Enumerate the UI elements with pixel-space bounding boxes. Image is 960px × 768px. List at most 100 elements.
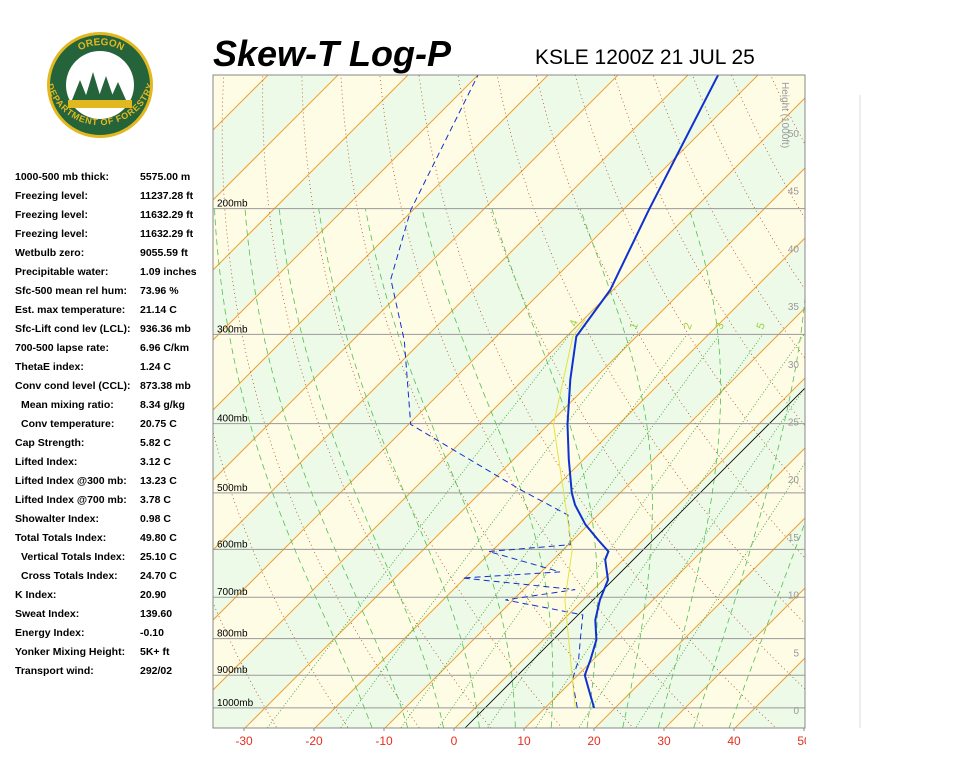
isotherm: [866, 50, 960, 737]
index-label: Wetbulb zero:: [15, 247, 84, 259]
pressure-label: 1000mb: [217, 698, 254, 709]
index-label: 700-500 lapse rate:: [15, 342, 109, 354]
isotherm: [213, 75, 619, 481]
moist-adiabat: [421, 208, 554, 728]
index-value: 20.90: [140, 589, 166, 601]
height-tick-label: 25: [788, 418, 800, 429]
index-label: Lifted Index @700 mb:: [15, 494, 127, 506]
mixing-ratio-label: 1: [628, 321, 641, 331]
height-tick-label: 20: [788, 475, 800, 486]
station: KSLE 1200Z 21 JUL 25: [535, 46, 755, 69]
height-tick-label: 45: [788, 187, 800, 198]
isotherm: [213, 75, 339, 201]
index-label: Precipitable water:: [15, 266, 108, 278]
x-tick-label: 20: [587, 734, 601, 748]
x-tick-label: -10: [375, 734, 393, 748]
logo-top: OREGON: [76, 37, 125, 53]
dry-adiabat: [457, 75, 805, 690]
isotherm: [384, 307, 805, 728]
index-value: 11237.28 ft: [140, 190, 194, 202]
height-tick-label: 50: [788, 129, 800, 140]
index-value: 49.80 C: [140, 532, 177, 544]
index-label: ThetaE index:: [15, 361, 84, 373]
index-label: Conv cond level (CCL):: [15, 380, 131, 392]
x-tick-label: 50: [797, 734, 811, 748]
dry-adiabat: [951, 50, 960, 737]
moist-adiabat: [214, 208, 373, 728]
index-value: 25.10 C: [140, 551, 177, 563]
isotherm: [213, 97, 805, 691]
isotherm: [454, 377, 805, 728]
moist-adiabat: [728, 521, 805, 728]
index-value: 11632.29 ft: [140, 228, 194, 240]
index-value: 9055.59 ft: [140, 247, 188, 259]
index-label: Cross Totals Index:: [21, 570, 118, 582]
isotherm: [213, 75, 549, 411]
x-tick-label: 40: [727, 734, 741, 748]
x-ticks: -30 -20 -10 0 10 20 30 40 50: [235, 728, 811, 748]
index-value: -0.10: [140, 627, 164, 639]
mixing-ratio-label: 5: [755, 321, 768, 331]
index-value: 6.96 C/km: [140, 342, 189, 354]
isotherm: [524, 447, 805, 728]
pressure-label: 700mb: [217, 587, 248, 598]
isotherm: [594, 517, 805, 728]
index-label: K Index:: [15, 589, 56, 601]
index-value: 8.34 g/kg: [140, 399, 185, 411]
dry-adiabat: [213, 430, 349, 728]
dry-adiabat: [798, 50, 960, 737]
index-label: Est. max temperature:: [15, 304, 125, 316]
title: Skew-T Log-P: [213, 33, 452, 74]
dry-adiabat: [912, 50, 960, 737]
index-label: Mean mixing ratio:: [21, 399, 114, 411]
index-value: 292/02: [140, 665, 172, 677]
index-value: 5575.00 m: [140, 171, 190, 183]
mixing-ratio-label: 2: [682, 321, 695, 331]
index-value: 11632.29 ft: [140, 209, 194, 221]
moist-adiabat: [491, 208, 598, 728]
index-value: 13.23 C: [140, 475, 177, 487]
moist-adiabat: [579, 208, 653, 728]
pressure-label: 300mb: [217, 324, 248, 335]
height-label: Height (1000ft): [779, 82, 790, 148]
logo: OREGON DEPARTMENT OF FORESTRY: [45, 32, 155, 138]
isotherm: [213, 75, 759, 621]
x-tick-label: -20: [305, 734, 323, 748]
index-value: 3.78 C: [140, 494, 171, 506]
zero-line: [464, 387, 805, 728]
index-value: 1.09 inches: [140, 266, 197, 278]
temp-band: [213, 98, 805, 728]
moist-adiabat: [693, 292, 805, 728]
index-label: Conv temperature:: [21, 418, 114, 430]
temp-band: [804, 727, 805, 728]
index-label: Sfc-Lift cond lev (LCL):: [15, 323, 131, 335]
mixing-ratio-line: [266, 334, 571, 728]
index-label: Yonker Mixing Height:: [15, 646, 125, 658]
index-label: Freezing level:: [15, 209, 88, 221]
index-label: Freezing level:: [15, 190, 88, 202]
moist-adiabat: [657, 208, 722, 728]
moist-adiabat: [318, 208, 480, 728]
dry-adiabat: [836, 50, 960, 737]
moist-adiabat: [278, 208, 445, 728]
x-tick-label: -30: [235, 734, 253, 748]
sounding-2: [552, 319, 586, 708]
pressure-label: 400mb: [217, 414, 248, 425]
pressure-label: 500mb: [217, 483, 248, 494]
sounding-0: [566, 75, 719, 709]
index-label: Lifted Index @300 mb:: [15, 475, 127, 487]
index-label: Sfc-500 mean rel hum:: [15, 285, 127, 297]
index-label: Freezing level:: [15, 228, 88, 240]
index-label: Energy Index:: [15, 627, 84, 639]
dry-adiabat: [379, 75, 706, 728]
height-tick-label: 15: [788, 533, 800, 544]
index-value: 1.24 C: [140, 361, 171, 373]
index-label: Cap Strength:: [15, 437, 84, 449]
pressure-label: 900mb: [217, 665, 248, 676]
index-label: Vertical Totals Index:: [21, 551, 125, 563]
pressure-label: 200mb: [217, 199, 248, 210]
mixing-ratio-label: 3: [714, 321, 727, 331]
temp-band: [213, 75, 805, 691]
dry-adiabat: [262, 75, 492, 728]
